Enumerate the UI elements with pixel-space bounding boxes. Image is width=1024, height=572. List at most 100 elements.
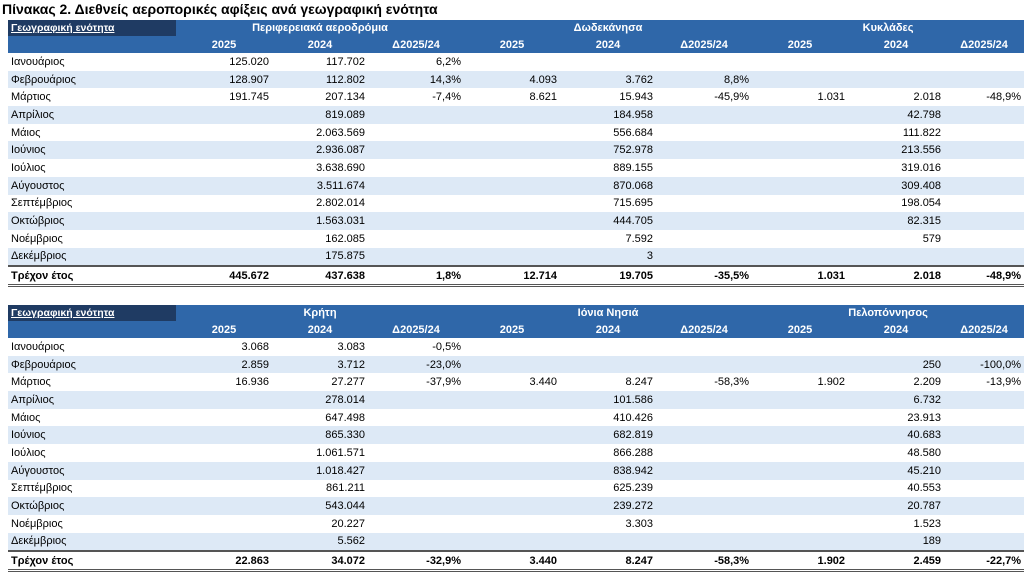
total-cell: 8.247: [560, 550, 657, 572]
value-cell: 1.018.427: [272, 461, 368, 480]
table-block-2: Γεωγραφική ενότητα Κρήτη Ιόνια Νησιά Πελοπό…: [8, 305, 1024, 572]
value-cell: [464, 409, 560, 427]
value-cell: 1.563.031: [272, 212, 368, 230]
table-row: Ιανουάριος 125.020 117.702 6,2%: [8, 53, 1024, 71]
month-cell: Σεπτέμβριος: [11, 197, 73, 210]
arrivals-table: Γεωγραφική ενότητα Περιφερειακά αεροδρόμι…: [8, 20, 1024, 288]
table-row: Μάρτιος 16.936 27.277 -37,9% 3.440 8.247 -58,3…: [8, 373, 1024, 391]
column-header: 2024: [848, 321, 945, 338]
value-cell: [752, 391, 849, 409]
value-cell: [752, 355, 849, 374]
column-header: Δ2025/24: [944, 321, 1024, 338]
value-cell: 111.822: [902, 126, 942, 139]
table-row: Νοέμβριος 162.085 7.592 579: [8, 230, 1024, 248]
value-cell: 6,2%: [435, 55, 462, 68]
value-cell: [560, 532, 657, 552]
value-cell: [368, 480, 464, 498]
value-cell: 1.902: [817, 376, 846, 389]
value-cell: [752, 106, 849, 124]
arrivals-table: Γεωγραφική ενότητα Κρήτη Ιόνια Νησιά Πελοπό…: [8, 305, 1024, 572]
value-cell: 579: [922, 232, 942, 245]
region-header: Κρήτη: [176, 305, 465, 321]
value-cell: 410.426: [613, 411, 654, 424]
month-cell: Σεπτέμβριος: [11, 482, 73, 495]
value-cell: [656, 480, 752, 498]
value-cell: 198.054: [901, 197, 942, 210]
value-cell: [464, 176, 561, 195]
value-cell: 3.303: [625, 517, 654, 530]
total-cell: 437.638: [272, 265, 368, 288]
value-cell: 4.093: [464, 70, 561, 89]
value-cell: [848, 247, 945, 267]
column-header: 2025: [752, 36, 849, 53]
value-cell: [368, 141, 465, 160]
value-cell: [176, 195, 272, 213]
table-row: Φεβρουάριος 128.907 112.802 14,3% 4.093 3.762…: [8, 70, 1024, 89]
value-cell: 2.063.569: [316, 126, 365, 139]
value-cell: [464, 124, 560, 142]
value-cell: 101.586: [560, 391, 657, 409]
month-cell: Ιούλιος: [11, 446, 46, 459]
region-label: Γεωγραφική ενότητα: [8, 305, 176, 321]
value-cell: 3.440: [529, 376, 558, 389]
value-cell: [176, 106, 272, 124]
value-cell: [368, 195, 464, 213]
value-cell: 40.683: [848, 426, 945, 445]
value-cell: [944, 515, 1024, 533]
value-cell: [464, 444, 560, 462]
value-cell: [752, 480, 848, 498]
column-header: 2024: [848, 36, 945, 53]
value-cell: [944, 409, 1024, 427]
total-cell: 445.672: [176, 265, 272, 288]
total-cell: 2.459: [848, 550, 945, 572]
total-cell: -32,9%: [368, 550, 465, 572]
value-cell: 2.859: [176, 355, 272, 374]
value-cell: 752.978: [560, 141, 657, 160]
month-cell: Φεβρουάριος: [8, 355, 176, 374]
value-cell: [656, 176, 753, 195]
value-cell: [464, 53, 560, 71]
column-header: 2024: [560, 321, 657, 338]
value-cell: [752, 141, 849, 160]
value-cell: 6.732: [848, 391, 945, 409]
value-cell: 5.562: [272, 532, 368, 552]
value-cell: 191.745: [229, 91, 269, 104]
table-row: Απρίλιος 819.089 184.958 42.798: [8, 106, 1024, 124]
total-cell: 1.902: [752, 550, 849, 572]
value-cell: [368, 497, 465, 515]
region-header: Περιφερειακά αεροδρόμια: [176, 20, 465, 36]
value-cell: [944, 444, 1024, 462]
value-cell: 250: [848, 355, 945, 374]
value-cell: [848, 70, 945, 89]
region-header: Ιόνια Νησιά: [464, 305, 753, 321]
value-cell: 3.511.674: [272, 176, 368, 195]
value-cell: [176, 409, 272, 427]
value-cell: [368, 230, 464, 248]
value-cell: 865.330: [272, 426, 368, 445]
value-cell: [656, 515, 752, 533]
value-cell: 15.943: [619, 91, 654, 104]
month-cell: Αύγουστος: [8, 461, 176, 480]
month-cell: Ιανουάριος: [11, 55, 65, 68]
month-cell: Απρίλιος: [8, 106, 176, 124]
table-row: Απρίλιος 278.014 101.586 6.732: [8, 391, 1024, 409]
value-cell: [752, 444, 848, 462]
table-row: Ιούνιος 865.330 682.819 40.683: [8, 426, 1024, 445]
value-cell: [176, 230, 272, 248]
value-cell: [656, 355, 753, 374]
table-row: Αύγουστος 3.511.674 870.068 309.408: [8, 176, 1024, 195]
value-cell: 2.936.087: [272, 141, 368, 160]
value-cell: [848, 338, 944, 356]
total-label: Τρέχον έτος: [8, 265, 176, 288]
region-header: Πελοπόννησος: [752, 305, 1024, 321]
value-cell: 128.907: [176, 70, 272, 89]
value-cell: 27.277: [331, 376, 365, 389]
value-cell: [464, 426, 561, 445]
month-cell: Φεβρουάριος: [8, 70, 176, 89]
header-row-columns: 2025 2024 Δ2025/24 2025 2024 Δ2025/24 2025 2024…: [8, 36, 1024, 53]
value-cell: [656, 391, 753, 409]
column-header: Δ2025/24: [656, 36, 753, 53]
value-cell: [368, 247, 465, 267]
value-cell: -13,9%: [986, 376, 1022, 389]
value-cell: -37,9%: [426, 376, 462, 389]
